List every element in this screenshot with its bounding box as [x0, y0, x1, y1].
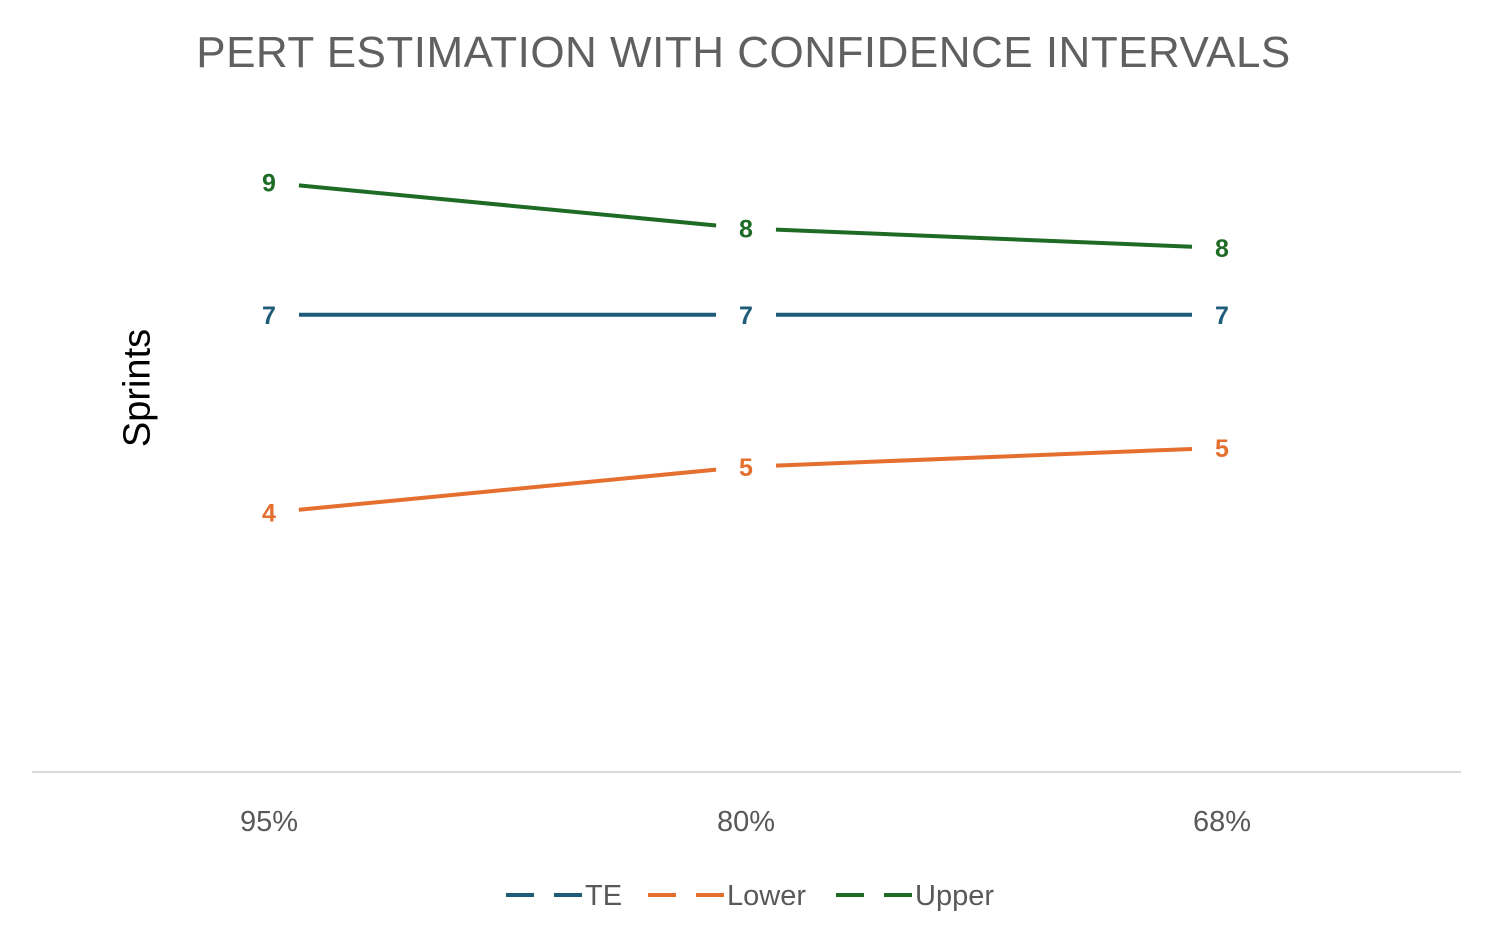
- x-tick-label: 68%: [1193, 806, 1251, 838]
- data-label-te: 7: [262, 302, 276, 330]
- data-label-lower: 5: [739, 454, 753, 482]
- x-tick-label: 95%: [240, 806, 298, 838]
- data-label-upper: 8: [739, 215, 753, 243]
- series-line-upper: [775, 227, 1193, 249]
- data-label-lower: 5: [1215, 435, 1229, 463]
- x-tick-label: 80%: [717, 806, 775, 838]
- data-label-te: 7: [1215, 302, 1229, 330]
- chart-title: PERT ESTIMATION WITH CONFIDENCE INTERVAL…: [196, 28, 1291, 77]
- legend-label-upper: Upper: [915, 880, 994, 912]
- data-label-te: 7: [739, 302, 753, 330]
- legend-label-lower: Lower: [727, 880, 806, 912]
- series-line-lower: [775, 446, 1193, 468]
- data-label-upper: 8: [1215, 235, 1229, 263]
- series-line-lower: [298, 467, 717, 512]
- data-label-lower: 4: [262, 500, 276, 528]
- series-line-upper: [298, 183, 717, 228]
- data-label-upper: 9: [262, 170, 276, 198]
- legend-label-te: TE: [585, 880, 622, 912]
